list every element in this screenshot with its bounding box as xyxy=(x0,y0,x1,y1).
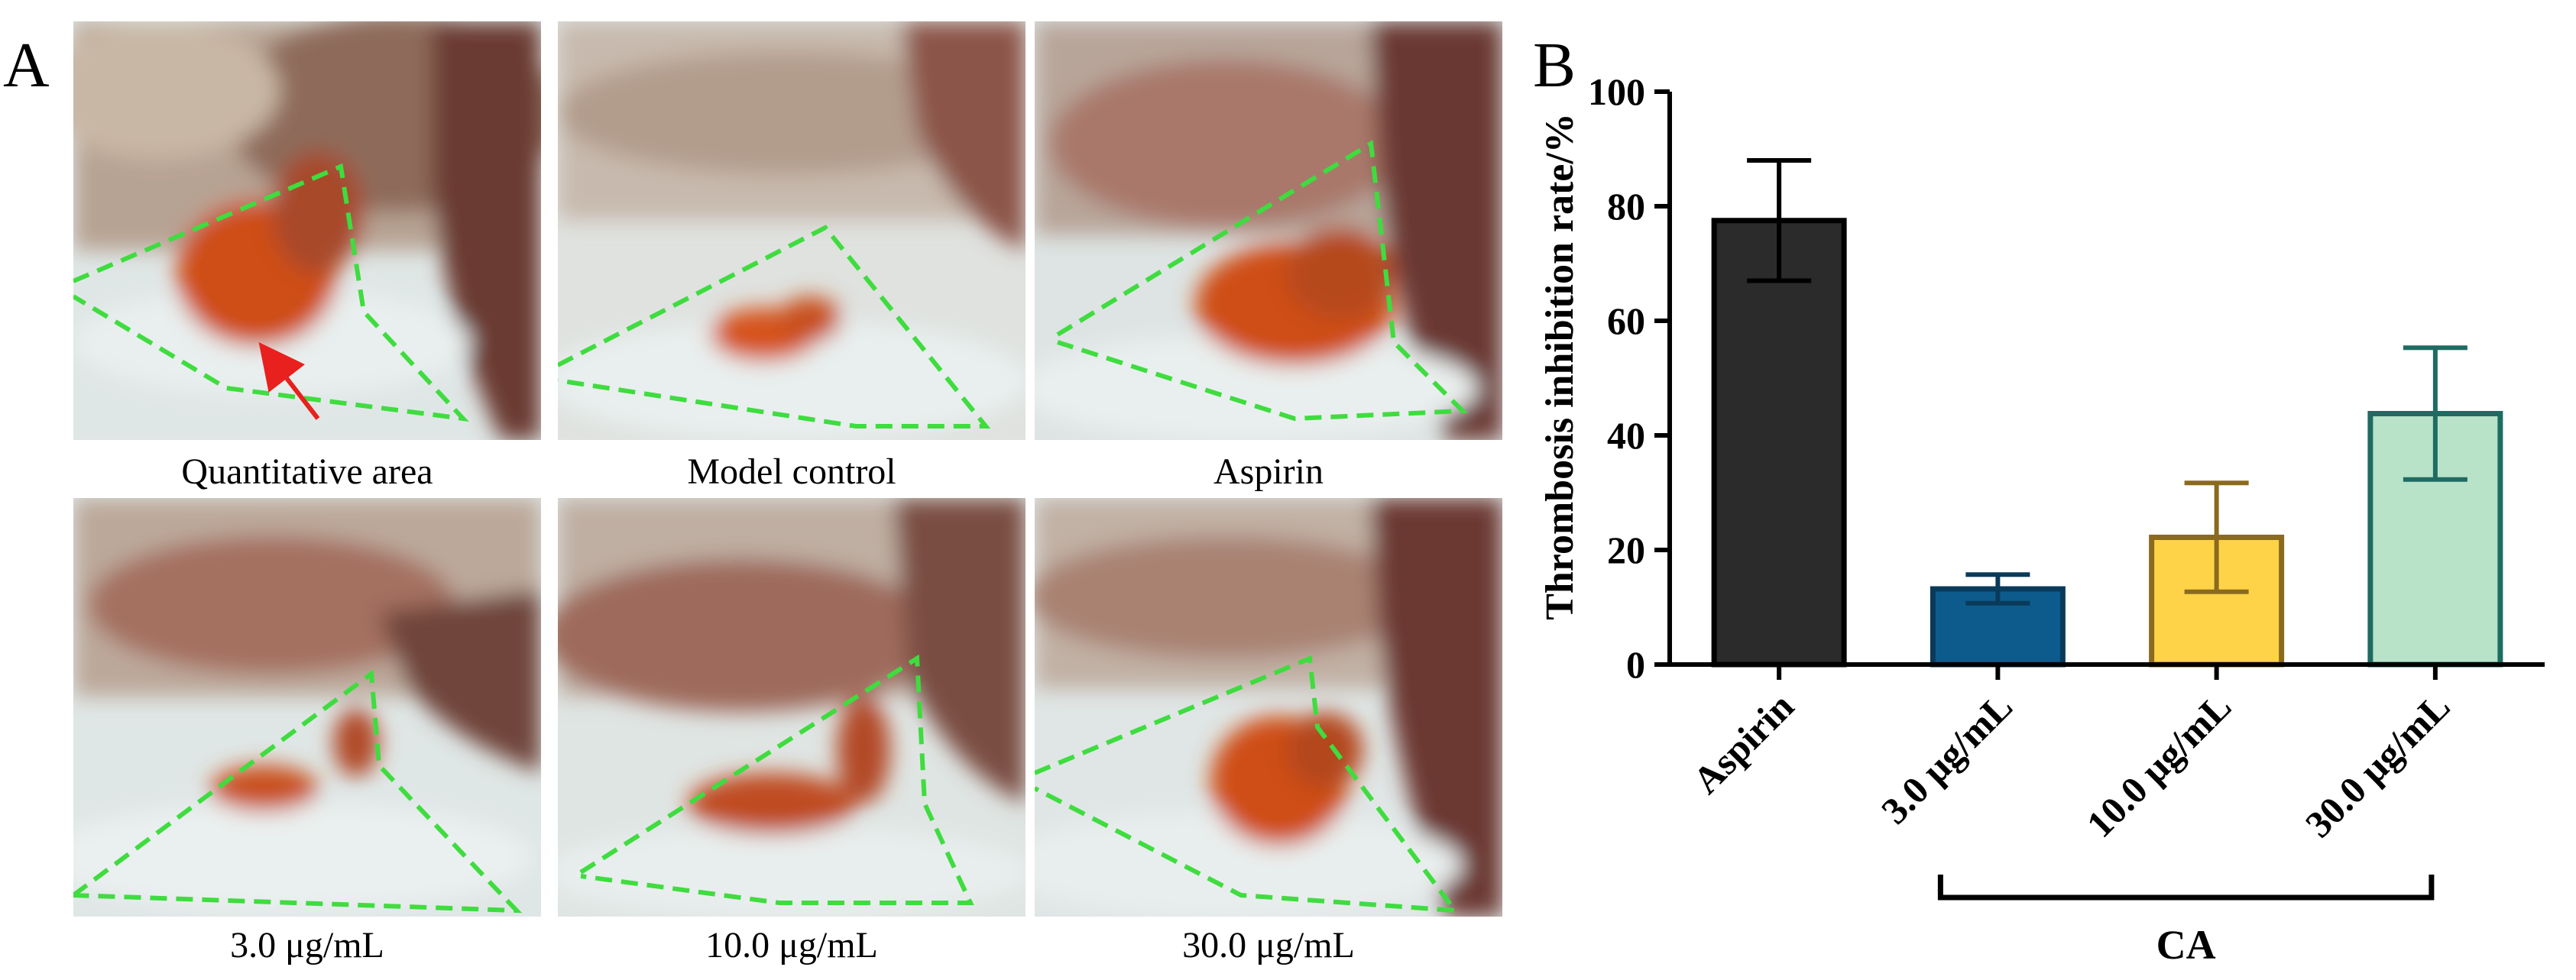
x-axis: Aspirin 3.0 μg/mL 10.0 μg/mL 30.0 μg/mL xyxy=(1670,662,2545,846)
micrograph-10-ug-ml xyxy=(558,498,1026,917)
micrograph-30-ug-ml xyxy=(1035,498,1502,917)
caption-30-ug-ml: 30.0 μg/mL xyxy=(1182,925,1355,965)
y-axis: 0 20 40 60 80 100 xyxy=(1588,70,1672,686)
bar-0 xyxy=(1711,218,1847,668)
bracket-line xyxy=(1937,875,2435,901)
micrograph-quantitative-area xyxy=(73,21,541,440)
group-label-ca: CA xyxy=(2156,922,2216,968)
x-tick-label: 3.0 μg/mL xyxy=(1873,684,2020,832)
y-tick-label: 40 xyxy=(1607,414,1645,457)
micrograph-3-ug-ml xyxy=(73,498,541,917)
micrograph-model-control xyxy=(558,21,1026,440)
y-tick-label: 60 xyxy=(1607,299,1645,342)
x-tick-label: 10.0 μg/mL xyxy=(2079,684,2240,846)
caption-quantitative-area: Quantitative area xyxy=(181,451,433,492)
group-bracket-ca xyxy=(1937,875,2435,901)
y-tick-label: 0 xyxy=(1626,643,1645,686)
bar-chart: 0 20 40 60 80 100 Aspirin 3.0 μg/mL 10.0 μg/mL 3… xyxy=(1538,70,2545,968)
y-tick-label: 100 xyxy=(1588,70,1645,113)
caption-10-ug-ml: 10.0 μg/mL xyxy=(705,925,878,965)
caption-aspirin: Aspirin xyxy=(1213,451,1324,492)
x-tick-label: Aspirin xyxy=(1684,684,1802,802)
panel-b-label: B xyxy=(1533,30,1576,101)
panel-a-label: A xyxy=(3,30,50,101)
y-tick-label: 80 xyxy=(1607,185,1645,228)
caption-3-ug-ml: 3.0 μg/mL xyxy=(230,925,384,965)
bars xyxy=(1711,158,2503,668)
y-tick-label: 20 xyxy=(1607,529,1645,571)
x-tick-label: 30.0 μg/mL xyxy=(2297,684,2458,846)
y-axis-label: Thrombosis inhibition rate/% xyxy=(1538,113,1582,620)
micrograph-aspirin xyxy=(1035,21,1502,440)
caption-model-control: Model control xyxy=(687,451,896,492)
